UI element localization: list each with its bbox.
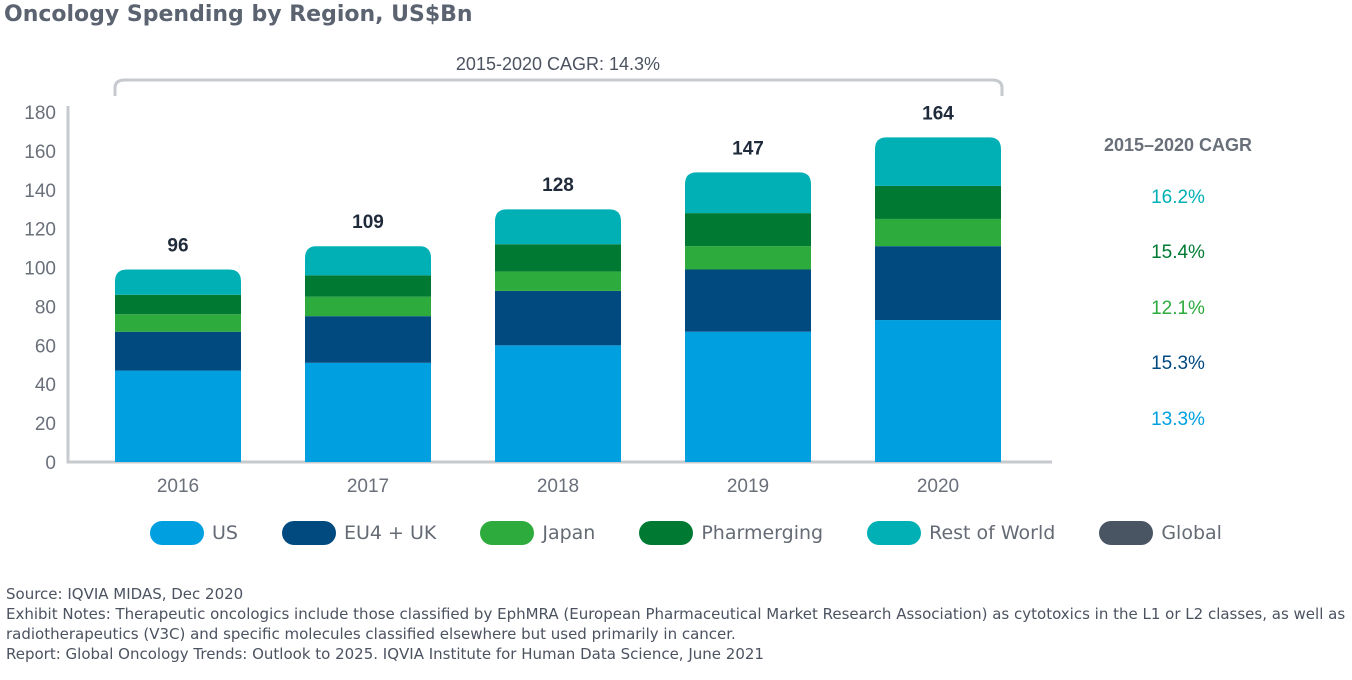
- bar-segment: [115, 269, 241, 295]
- bar-segment: [305, 362, 431, 462]
- legend-item: US: [150, 521, 238, 545]
- bar-segment: [875, 320, 1001, 462]
- bar-segment: [495, 209, 621, 245]
- report-note: Report: Global Oncology Trends: Outlook …: [6, 645, 764, 663]
- cagr-value: 12.1%: [1151, 298, 1205, 319]
- bar-segment: [495, 244, 621, 272]
- bar-segment: [495, 345, 621, 462]
- bar-segment: [115, 331, 241, 371]
- y-tick-label: 60: [35, 336, 56, 357]
- cagr-value: 15.4%: [1151, 242, 1205, 263]
- cagr-value: 13.3%: [1151, 409, 1205, 430]
- bar-total-label: 147: [732, 138, 764, 159]
- y-tick-label: 20: [35, 414, 56, 435]
- source-note: Source: IQVIA MIDAS, Dec 2020: [6, 585, 244, 603]
- legend-label: Pharmerging: [701, 522, 824, 544]
- chart-title: Oncology Spending by Region, US$Bn: [4, 2, 473, 27]
- bar-stack: [305, 246, 431, 462]
- bar-stack: [875, 137, 1001, 462]
- legend-label: Global: [1161, 522, 1222, 544]
- legend-swatch: [480, 521, 535, 545]
- cagr-value: 16.2%: [1151, 187, 1205, 208]
- bar-segment: [495, 290, 621, 346]
- legend-swatch: [150, 521, 204, 545]
- bar-total-label: 109: [352, 212, 384, 233]
- legend-label: Japan: [542, 522, 596, 544]
- legend-swatch: [1099, 521, 1154, 545]
- bar-segment: [875, 218, 1001, 247]
- cagr-bracket-label: 2015-2020 CAGR: 14.3%: [456, 54, 660, 74]
- legend-label: US: [212, 522, 238, 544]
- bar-stack: [495, 209, 621, 462]
- legend-item: EU4 + UK: [281, 521, 437, 545]
- bar-total-label: 96: [167, 236, 188, 257]
- bar-segment: [875, 185, 1001, 219]
- cagr-header: 2015–2020 CAGR: [1104, 135, 1252, 155]
- legend-item: Pharmerging: [639, 521, 823, 545]
- bar-segment: [305, 246, 431, 276]
- bar-segment: [305, 296, 431, 317]
- y-tick-label: 120: [24, 220, 56, 241]
- legend-item: Japan: [480, 521, 595, 545]
- legend-item: Global: [1099, 521, 1222, 545]
- x-tick-label: 2017: [347, 476, 389, 497]
- bar-segment: [495, 271, 621, 291]
- legend-label: Rest of World: [929, 522, 1056, 544]
- bar-total-label: 164: [922, 103, 954, 124]
- y-tick-label: 140: [24, 181, 56, 202]
- bar-segment: [685, 172, 811, 214]
- cagr-value: 15.3%: [1151, 353, 1205, 374]
- legend-swatch: [867, 521, 922, 545]
- y-tick-label: 100: [24, 259, 56, 280]
- x-tick-label: 2018: [537, 476, 579, 497]
- bar-segment: [305, 275, 431, 297]
- bar-total-label: 128: [542, 175, 574, 196]
- chart-legend: US EU4 + UK Japan Pharmerging Rest of World G…: [150, 516, 1266, 550]
- y-tick-label: 180: [24, 103, 56, 124]
- bar-stack: [115, 269, 241, 462]
- x-tick-label: 2020: [917, 476, 959, 497]
- y-tick-label: 80: [35, 297, 56, 318]
- cagr-bracket: [113, 78, 1004, 96]
- bar-segment: [685, 331, 811, 462]
- exhibit-notes: Exhibit Notes: Therapeutic oncologics in…: [6, 605, 1346, 643]
- legend-swatch: [639, 521, 694, 545]
- bar-segment: [685, 246, 811, 270]
- x-tick-label: 2016: [157, 476, 199, 497]
- legend-swatch: [281, 521, 336, 545]
- bar-segment: [115, 314, 241, 332]
- legend-label: EU4 + UK: [343, 522, 437, 544]
- y-tick-label: 0: [45, 453, 56, 474]
- bar-stack: [685, 172, 811, 462]
- x-tick-label: 2019: [727, 476, 769, 497]
- bar-segment: [685, 213, 811, 247]
- bar-segment: [115, 294, 241, 315]
- bar-segment: [685, 269, 811, 332]
- bar-segment: [115, 370, 241, 462]
- y-tick-label: 160: [24, 142, 56, 163]
- bar-segment: [875, 246, 1001, 321]
- y-tick-label: 40: [35, 375, 56, 396]
- legend-item: Rest of World: [867, 521, 1055, 545]
- chart-notes: Source: IQVIA MIDAS, Dec 2020 Exhibit No…: [6, 584, 1346, 664]
- bar-segment: [305, 316, 431, 363]
- stacked-bar-chart: 0 20 40 60 80 100 120 140 160 180 2016 2017 2018 2019…: [24, 54, 1252, 497]
- bar-segment: [875, 137, 1001, 186]
